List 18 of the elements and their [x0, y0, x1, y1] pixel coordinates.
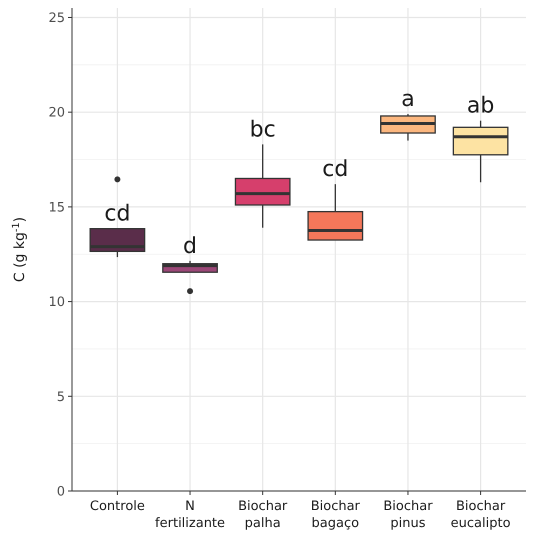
y-tick-label: 20	[48, 106, 65, 121]
y-tick-label: 0	[56, 484, 65, 500]
y-tick-label: 15	[48, 200, 65, 216]
annotation: bc	[250, 117, 276, 142]
annotation: cd	[322, 157, 348, 182]
y-tick-label: 5	[56, 390, 65, 405]
annotation: d	[183, 234, 198, 259]
x-tick-label: Biochar bagaço	[310, 499, 361, 531]
x-tick-label: N fertilizante	[155, 499, 226, 531]
x-tick-label: Biochar eucalipto	[450, 499, 511, 531]
y-tick-label: 10	[48, 295, 65, 310]
x-tick-label: Biochar palha	[238, 499, 288, 531]
annotation: ab	[466, 94, 494, 119]
x-tick-label: Biochar pinus	[383, 499, 434, 531]
y-tick-label: 25	[48, 11, 65, 26]
annotation: a	[401, 87, 415, 112]
annotation: cd	[104, 202, 130, 227]
x-tick-label: Controle	[90, 499, 145, 514]
